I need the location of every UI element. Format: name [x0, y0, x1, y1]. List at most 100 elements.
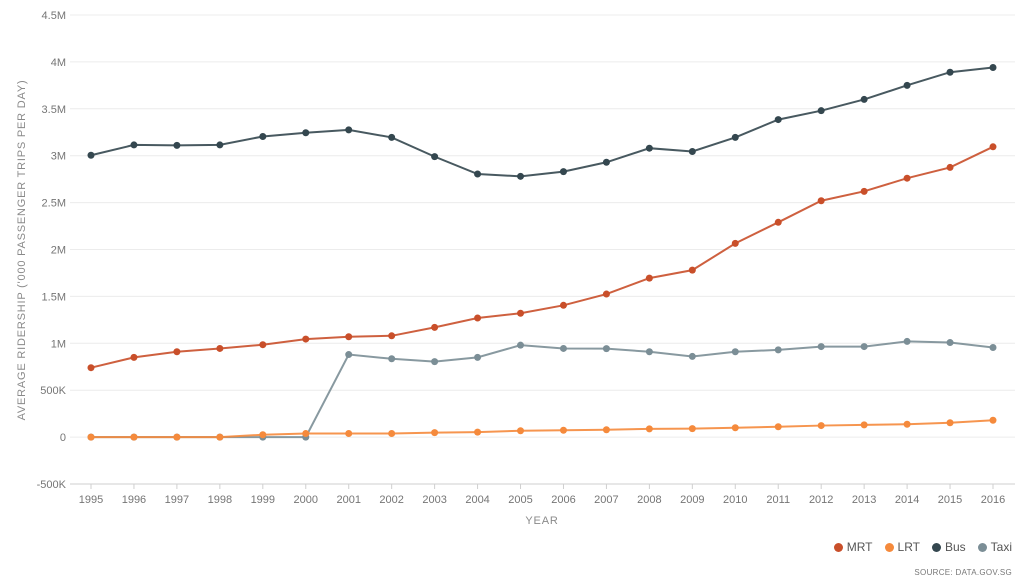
- data-point-taxi[interactable]: [431, 358, 439, 366]
- data-point-bus[interactable]: [645, 144, 653, 152]
- data-point-lrt[interactable]: [559, 426, 567, 434]
- data-point-bus[interactable]: [817, 107, 825, 115]
- data-point-lrt[interactable]: [474, 428, 482, 436]
- data-point-lrt[interactable]: [817, 422, 825, 430]
- data-point-mrt[interactable]: [817, 197, 825, 205]
- data-point-mrt[interactable]: [731, 239, 739, 247]
- data-point-taxi[interactable]: [946, 339, 954, 347]
- data-point-lrt[interactable]: [259, 431, 267, 439]
- data-point-taxi[interactable]: [345, 351, 353, 359]
- y-tick-label: 4M: [51, 57, 66, 69]
- data-point-lrt[interactable]: [645, 425, 653, 433]
- x-tick-label: 1996: [122, 494, 146, 506]
- x-tick-label: 2006: [551, 494, 575, 506]
- data-point-taxi[interactable]: [645, 348, 653, 356]
- data-point-lrt[interactable]: [345, 430, 353, 438]
- data-point-lrt[interactable]: [774, 423, 782, 431]
- x-tick-label: 2007: [594, 494, 618, 506]
- data-point-mrt[interactable]: [559, 301, 567, 309]
- data-point-mrt[interactable]: [860, 187, 868, 195]
- data-point-bus[interactable]: [216, 141, 224, 149]
- data-point-mrt[interactable]: [903, 174, 911, 182]
- data-point-mrt[interactable]: [431, 323, 439, 331]
- data-point-taxi[interactable]: [817, 343, 825, 351]
- data-point-mrt[interactable]: [946, 163, 954, 171]
- legend-item-lrt[interactable]: LRT: [884, 540, 920, 554]
- data-point-bus[interactable]: [602, 158, 610, 166]
- data-point-mrt[interactable]: [517, 309, 525, 317]
- data-point-lrt[interactable]: [130, 433, 138, 441]
- data-point-mrt[interactable]: [87, 364, 95, 372]
- data-point-mrt[interactable]: [774, 218, 782, 226]
- legend-item-mrt[interactable]: MRT: [833, 540, 873, 554]
- data-point-taxi[interactable]: [731, 348, 739, 356]
- legend-item-bus[interactable]: Bus: [931, 540, 966, 554]
- data-point-taxi[interactable]: [989, 344, 997, 352]
- data-point-taxi[interactable]: [774, 346, 782, 354]
- data-point-taxi[interactable]: [474, 353, 482, 361]
- data-point-lrt[interactable]: [989, 416, 997, 424]
- data-point-mrt[interactable]: [345, 333, 353, 341]
- data-point-mrt[interactable]: [302, 335, 310, 343]
- data-point-taxi[interactable]: [517, 341, 525, 349]
- data-point-lrt[interactable]: [87, 433, 95, 441]
- data-point-bus[interactable]: [431, 153, 439, 161]
- legend-label: LRT: [897, 540, 920, 554]
- data-point-bus[interactable]: [302, 129, 310, 137]
- source-note: SOURCE: DATA.GOV.SG: [914, 568, 1012, 577]
- data-point-lrt[interactable]: [388, 430, 396, 438]
- data-point-mrt[interactable]: [645, 274, 653, 282]
- data-point-lrt[interactable]: [688, 425, 696, 433]
- data-point-lrt[interactable]: [731, 424, 739, 432]
- data-point-bus[interactable]: [130, 141, 138, 149]
- data-point-lrt[interactable]: [431, 429, 439, 437]
- data-point-mrt[interactable]: [474, 314, 482, 322]
- y-tick-label: 3M: [51, 151, 66, 163]
- data-point-bus[interactable]: [517, 172, 525, 180]
- data-point-lrt[interactable]: [302, 430, 310, 438]
- data-point-bus[interactable]: [989, 64, 997, 72]
- data-point-mrt[interactable]: [688, 266, 696, 274]
- data-point-lrt[interactable]: [903, 420, 911, 428]
- data-point-bus[interactable]: [87, 151, 95, 159]
- data-point-lrt[interactable]: [173, 433, 181, 441]
- data-point-bus[interactable]: [774, 116, 782, 124]
- data-point-mrt[interactable]: [216, 344, 224, 352]
- data-point-taxi[interactable]: [559, 344, 567, 352]
- x-tick-label: 2016: [981, 494, 1005, 506]
- data-point-lrt[interactable]: [602, 426, 610, 434]
- data-point-mrt[interactable]: [602, 290, 610, 298]
- data-point-bus[interactable]: [559, 168, 567, 176]
- data-point-lrt[interactable]: [517, 427, 525, 435]
- data-point-bus[interactable]: [388, 133, 396, 141]
- data-point-bus[interactable]: [474, 170, 482, 178]
- data-point-bus[interactable]: [173, 141, 181, 149]
- data-point-bus[interactable]: [688, 147, 696, 155]
- data-point-mrt[interactable]: [130, 353, 138, 361]
- y-axis-tick-labels: 4.5M 4M 3.5M 3M 2.5M 2M 1.5M 1M 500K 0 -500K: [37, 10, 67, 491]
- data-point-bus[interactable]: [731, 133, 739, 141]
- data-point-taxi[interactable]: [688, 352, 696, 360]
- data-point-lrt[interactable]: [946, 419, 954, 427]
- data-point-taxi[interactable]: [860, 343, 868, 351]
- data-point-mrt[interactable]: [989, 143, 997, 151]
- data-point-bus[interactable]: [946, 68, 954, 76]
- gridlines: [70, 14, 1015, 485]
- data-point-bus[interactable]: [860, 95, 868, 103]
- x-tick-label: 1998: [208, 494, 232, 506]
- data-point-bus[interactable]: [903, 81, 911, 89]
- data-point-lrt[interactable]: [216, 433, 224, 441]
- data-point-taxi[interactable]: [903, 337, 911, 345]
- data-point-lrt[interactable]: [860, 421, 868, 429]
- legend-item-taxi[interactable]: Taxi: [977, 540, 1012, 554]
- data-point-mrt[interactable]: [259, 341, 267, 349]
- data-point-taxi[interactable]: [602, 345, 610, 353]
- data-point-bus[interactable]: [345, 126, 353, 134]
- data-point-mrt[interactable]: [388, 332, 396, 340]
- legend-marker: [977, 542, 987, 552]
- y-tick-label: 4.5M: [42, 10, 66, 22]
- data-point-taxi[interactable]: [388, 355, 396, 363]
- data-point-bus[interactable]: [259, 132, 267, 140]
- data-point-mrt[interactable]: [173, 348, 181, 356]
